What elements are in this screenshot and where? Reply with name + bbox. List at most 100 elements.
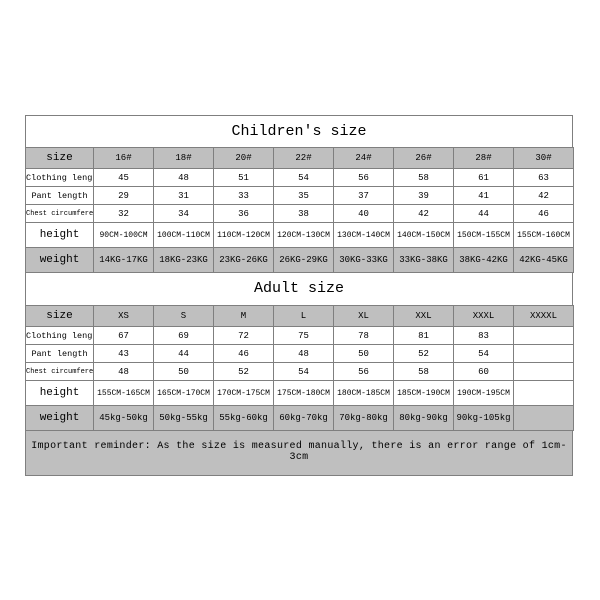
cell: 37 [334,187,394,205]
cell: 67 [94,327,154,345]
cell: 72 [214,327,274,345]
cell: 14KG-17KG [94,248,154,273]
cell: 63 [514,169,574,187]
cell: 100CM-110CM [154,223,214,248]
cell: 42 [514,187,574,205]
cell: 34 [154,205,214,223]
col-head: 28# [454,148,514,169]
table-row: Chest circumference 1/2 32 34 36 38 40 4… [26,205,574,223]
cell: 175CM-180CM [274,381,334,406]
cell: 150CM-155CM [454,223,514,248]
cell [514,327,574,345]
cell [514,381,574,406]
col-head: XS [94,306,154,327]
adult-title: Adult size [25,273,573,305]
cell: 48 [154,169,214,187]
cell [514,406,574,431]
col-head: XL [334,306,394,327]
cell: 43 [94,345,154,363]
col-head: M [214,306,274,327]
cell: 185CM-190CM [394,381,454,406]
col-label: size [26,148,94,169]
cell: 54 [274,363,334,381]
col-head: 26# [394,148,454,169]
cell: 26KG-29KG [274,248,334,273]
cell: 50 [334,345,394,363]
table-row: Clothing length 45 48 51 54 56 58 61 63 [26,169,574,187]
cell: 40 [334,205,394,223]
row-label: Pant length [26,345,94,363]
cell: 48 [94,363,154,381]
cell: 32 [94,205,154,223]
cell: 29 [94,187,154,205]
row-label: weight [26,406,94,431]
row-label: Pant length [26,187,94,205]
row-label: height [26,381,94,406]
cell: 46 [514,205,574,223]
cell: 130CM-140CM [334,223,394,248]
cell: 52 [394,345,454,363]
cell: 50kg-55kg [154,406,214,431]
cell: 61 [454,169,514,187]
cell: 155CM-160CM [514,223,574,248]
cell: 120CM-130CM [274,223,334,248]
table-row: height 90CM-100CM 100CM-110CM 110CM-120C… [26,223,574,248]
cell: 60kg-70kg [274,406,334,431]
cell: 38 [274,205,334,223]
row-label: weight [26,248,94,273]
col-label: size [26,306,94,327]
cell: 42KG-45KG [514,248,574,273]
cell: 81 [394,327,454,345]
col-head: S [154,306,214,327]
cell: 56 [334,169,394,187]
cell: 58 [394,363,454,381]
col-head: 20# [214,148,274,169]
table-row: weight 45kg-50kg 50kg-55kg 55kg-60kg 60k… [26,406,574,431]
reminder-note: Important reminder: As the size is measu… [25,431,573,476]
col-head: XXXL [454,306,514,327]
cell: 78 [334,327,394,345]
col-head: XXL [394,306,454,327]
table-row: height 155CM-165CM 165CM-170CM 170CM-175… [26,381,574,406]
cell: 39 [394,187,454,205]
cell: 165CM-170CM [154,381,214,406]
cell: 38KG-42KG [454,248,514,273]
cell: 54 [274,169,334,187]
cell: 90CM-100CM [94,223,154,248]
cell: 70kg-80kg [334,406,394,431]
cell: 50 [154,363,214,381]
children-header-row: size 16# 18# 20# 22# 24# 26# 28# 30# [26,148,574,169]
table-row: Clothing length 67 69 72 75 78 81 83 [26,327,574,345]
cell: 54 [454,345,514,363]
cell: 80kg-90kg [394,406,454,431]
cell [514,363,574,381]
col-head: 16# [94,148,154,169]
cell: 90kg-105kg [454,406,514,431]
page: Children's size size 16# 18# 20# 22# 24#… [0,0,600,600]
children-title: Children's size [25,115,573,147]
col-head: 22# [274,148,334,169]
col-head: 24# [334,148,394,169]
cell: 35 [274,187,334,205]
cell: 83 [454,327,514,345]
cell: 75 [274,327,334,345]
row-label: Clothing length [26,327,94,345]
cell: 31 [154,187,214,205]
cell: 33KG-38KG [394,248,454,273]
cell: 18KG-23KG [154,248,214,273]
cell: 52 [214,363,274,381]
cell: 51 [214,169,274,187]
cell: 30KG-33KG [334,248,394,273]
cell: 170CM-175CM [214,381,274,406]
cell: 36 [214,205,274,223]
cell: 140CM-150CM [394,223,454,248]
col-head: 18# [154,148,214,169]
row-label: height [26,223,94,248]
cell: 44 [154,345,214,363]
cell: 44 [454,205,514,223]
col-head: 30# [514,148,574,169]
cell: 180CM-185CM [334,381,394,406]
cell: 55kg-60kg [214,406,274,431]
cell: 45 [94,169,154,187]
row-label: Chest circumference 1/2 [26,363,94,381]
